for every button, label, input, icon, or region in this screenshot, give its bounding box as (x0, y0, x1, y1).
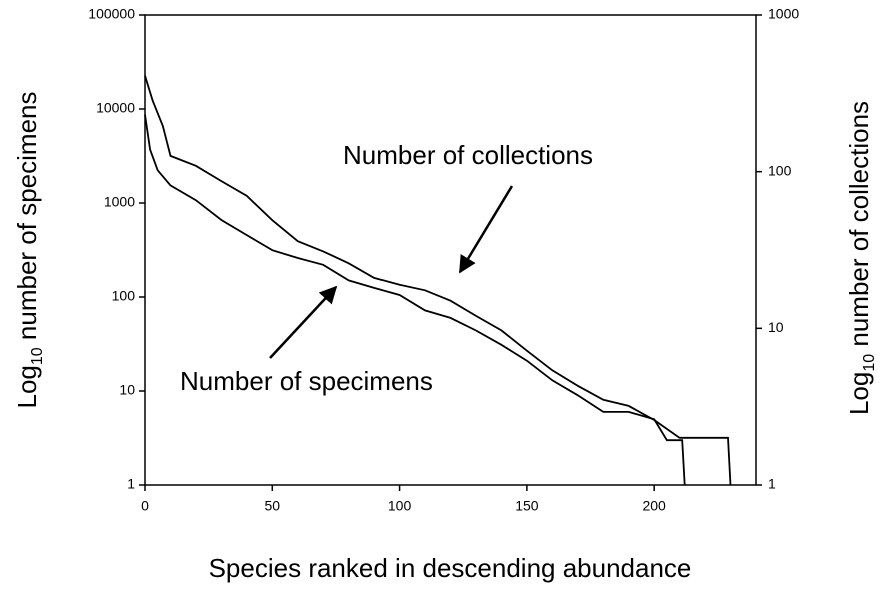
x-tick-label: 50 (265, 498, 281, 514)
y-tick-label: 1 (127, 476, 135, 492)
y-label-sub: 10 (29, 347, 46, 365)
x-tick-label: 200 (642, 498, 666, 514)
y-label-rest: number of specimens (12, 92, 42, 348)
y2-label-rest: number of collections (844, 101, 874, 354)
line-series (144, 75, 732, 486)
y2-axis-label: Log10 number of collections (844, 101, 878, 415)
y2-tick-label: 1 (768, 476, 776, 492)
annotation: Number of specimens (180, 366, 433, 396)
y-tick-label: 1000 (104, 194, 135, 210)
plot-frame (144, 14, 757, 486)
y2-label-main: Log (844, 372, 874, 415)
annotation: Number of collections (343, 140, 593, 170)
arrow (269, 285, 338, 359)
x-axis-label: Species ranked in descending abundance (209, 553, 692, 583)
y-tick-label: 10 (119, 382, 135, 398)
line-series (144, 114, 686, 486)
x-tick-label: 100 (388, 498, 412, 514)
x-tick-label: 150 (515, 498, 539, 514)
y-tick-label: 100 (112, 288, 136, 304)
y2-label-sub: 10 (861, 354, 878, 372)
y-axis-label: Log10 number of specimens (12, 92, 46, 409)
arrow (458, 185, 514, 274)
y2-tick-label: 10 (768, 319, 784, 335)
y-tick-label: 10000 (96, 100, 135, 116)
x-tick-label: 0 (141, 498, 149, 514)
y-tick-label: 100000 (88, 6, 135, 22)
y2-tick-label: 1000 (768, 6, 799, 22)
y-label-main: Log (12, 365, 42, 408)
y2-tick-label: 100 (768, 162, 792, 178)
